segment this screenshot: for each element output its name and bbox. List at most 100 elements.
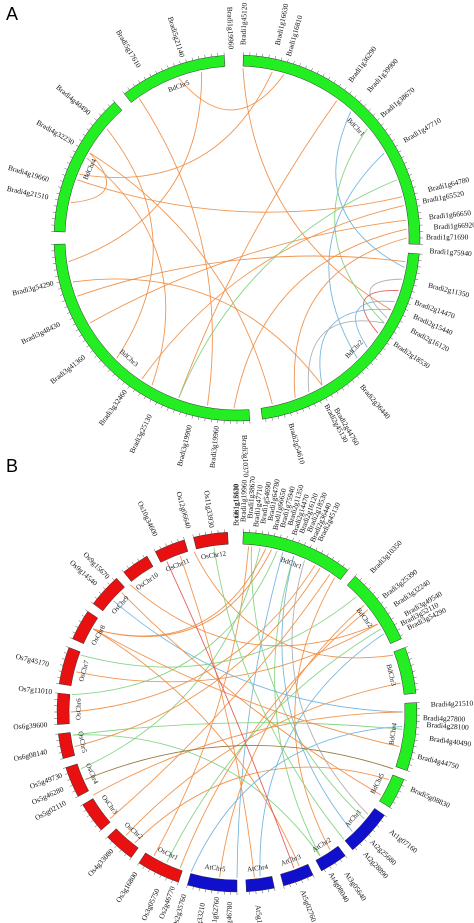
scale-tick bbox=[191, 57, 193, 61]
scale-tick bbox=[159, 875, 162, 878]
chromosome-arc bbox=[315, 845, 346, 872]
circos-panel-b: BdChr1BdChr2BdChr3BdChr4BdChr5AtChr1AtCh… bbox=[13, 476, 474, 923]
chromosome-arc bbox=[242, 54, 421, 245]
scale-tick bbox=[67, 779, 71, 781]
scale-tick bbox=[304, 542, 306, 546]
scale-tick bbox=[121, 569, 124, 573]
scale-tick bbox=[417, 205, 421, 207]
scale-tick bbox=[271, 417, 273, 421]
synteny-link bbox=[74, 567, 321, 747]
gene-label: Bradi2g11350 bbox=[427, 281, 470, 300]
gene-label: Bradi3g25130 bbox=[127, 412, 154, 454]
synteny-link bbox=[319, 308, 392, 386]
scale-tick bbox=[69, 317, 73, 320]
scale-tick bbox=[58, 670, 62, 672]
gene-label: Bradi1g71690 bbox=[426, 233, 469, 242]
scale-tick bbox=[114, 845, 117, 849]
synteny-link bbox=[125, 682, 401, 836]
scale-tick bbox=[131, 561, 134, 565]
scale-tick bbox=[112, 577, 115, 581]
scale-tick bbox=[379, 352, 382, 356]
scale-tick bbox=[289, 884, 291, 888]
scale-tick bbox=[359, 843, 362, 847]
scale-tick bbox=[122, 91, 125, 94]
scale-tick bbox=[413, 676, 417, 678]
circos-panel-a: BdChr1BdChr2BdChr3BdChr4BdChr5Bradi1g199… bbox=[6, 2, 474, 477]
scale-tick bbox=[396, 326, 400, 329]
synteny-link bbox=[178, 74, 285, 111]
scale-tick bbox=[186, 884, 188, 888]
scale-tick bbox=[165, 877, 167, 881]
scale-tick bbox=[171, 879, 173, 883]
scale-tick bbox=[132, 83, 135, 87]
scale-tick bbox=[286, 536, 288, 540]
scale-tick bbox=[66, 646, 70, 648]
gene-label: Os12g06640 bbox=[174, 491, 193, 530]
scale-tick bbox=[62, 174, 66, 176]
scale-tick bbox=[117, 378, 120, 381]
scale-tick bbox=[321, 550, 324, 554]
synteny-link bbox=[178, 179, 397, 398]
scale-tick bbox=[103, 108, 106, 112]
chromosome-arc bbox=[65, 763, 90, 797]
scale-tick bbox=[399, 320, 403, 323]
gene-label: Bradi1g75940 bbox=[429, 246, 472, 258]
scale-tick bbox=[127, 385, 130, 389]
scale-tick bbox=[79, 334, 82, 337]
scale-tick bbox=[107, 582, 110, 585]
scale-tick bbox=[90, 350, 93, 353]
scale-tick bbox=[56, 192, 60, 194]
scale-tick bbox=[359, 99, 362, 103]
scale-tick bbox=[137, 558, 140, 562]
scale-tick bbox=[296, 410, 298, 414]
gene-label: Bradi1g38670 bbox=[378, 85, 416, 119]
scale-tick bbox=[364, 582, 367, 585]
gene-label: Bradi5g17610 bbox=[114, 28, 143, 69]
scale-tick bbox=[75, 796, 79, 799]
scale-tick bbox=[112, 99, 115, 103]
synteny-link bbox=[113, 600, 404, 713]
scale-tick bbox=[412, 186, 416, 188]
scale-tick bbox=[75, 144, 79, 147]
synteny-link bbox=[141, 205, 404, 380]
scale-tick bbox=[331, 394, 334, 398]
synteny-link bbox=[71, 550, 278, 696]
chromosome-label: AtChr4 bbox=[247, 863, 269, 874]
synteny-link bbox=[93, 628, 400, 747]
panel-label-a: A bbox=[6, 4, 18, 24]
scale-tick bbox=[72, 323, 76, 326]
scale-tick bbox=[60, 664, 64, 666]
gene-label: Bradi3g10350 bbox=[368, 538, 404, 575]
scale-tick bbox=[401, 156, 405, 159]
scale-tick bbox=[347, 567, 350, 571]
scale-tick bbox=[58, 752, 62, 754]
scale-tick bbox=[384, 815, 388, 818]
scale-tick bbox=[185, 413, 187, 417]
scale-tick bbox=[78, 620, 82, 623]
synteny-link bbox=[93, 548, 267, 637]
scale-tick bbox=[415, 199, 419, 201]
scale-tick bbox=[60, 758, 64, 760]
chromosome-arc bbox=[138, 852, 183, 883]
synteny-link bbox=[72, 734, 321, 857]
gene-label: Bradi4g21510 bbox=[431, 698, 474, 708]
scale-tick bbox=[298, 539, 300, 543]
scale-tick bbox=[309, 544, 312, 548]
scale-tick bbox=[394, 623, 398, 625]
synteny-link bbox=[109, 574, 331, 820]
gene-label: Bradi1g45120 bbox=[238, 2, 248, 45]
scale-tick bbox=[98, 591, 102, 595]
scale-tick bbox=[305, 65, 307, 69]
scale-tick bbox=[412, 670, 416, 672]
gene-label: Bradi3g19960 bbox=[208, 425, 221, 468]
scale-tick bbox=[173, 63, 175, 67]
gene-label: Bradi4g19660 bbox=[7, 163, 50, 184]
scale-tick bbox=[390, 337, 394, 340]
synteny-link bbox=[190, 726, 403, 872]
scale-tick bbox=[57, 676, 61, 678]
scale-tick bbox=[361, 371, 365, 375]
scale-tick bbox=[324, 869, 326, 873]
gene-label: Bradi3g48430 bbox=[20, 319, 62, 346]
synteny-link bbox=[85, 745, 394, 780]
gene-label: Bradi5g21140 bbox=[166, 16, 187, 59]
